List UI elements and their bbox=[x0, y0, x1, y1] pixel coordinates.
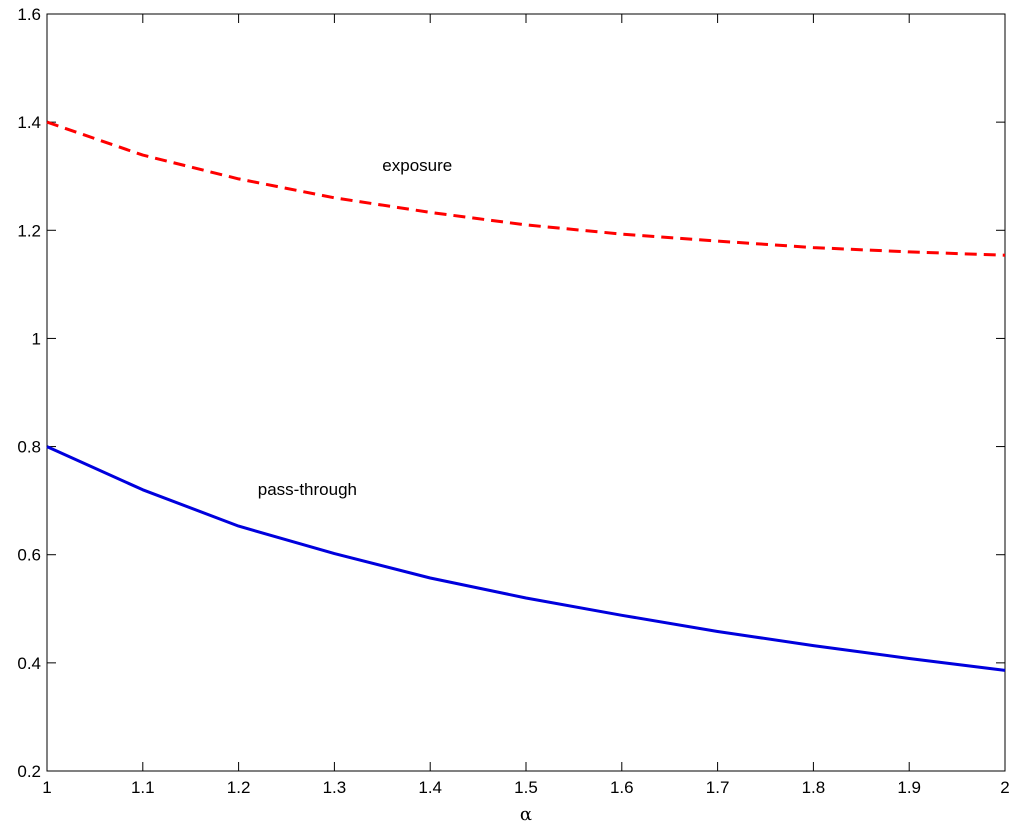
x-axis-label: α bbox=[520, 804, 532, 825]
x-tick-label: 1 bbox=[42, 778, 51, 797]
x-tick-label: 2 bbox=[1000, 778, 1009, 797]
y-tick-label: 1.4 bbox=[17, 113, 41, 132]
plot-area bbox=[46, 13, 1006, 772]
y-tick-label: 0.6 bbox=[17, 546, 41, 565]
y-tick-label: 0.4 bbox=[17, 654, 41, 673]
y-tick-label: 0.2 bbox=[17, 762, 41, 781]
series-lines bbox=[46, 120, 1006, 672]
x-tick-label: 1.9 bbox=[897, 778, 921, 797]
axis-ticks bbox=[46, 13, 1006, 772]
series-annotation: exposure bbox=[382, 156, 452, 175]
x-tick-label: 1.1 bbox=[131, 778, 155, 797]
y-tick-label: 0.8 bbox=[17, 438, 41, 457]
x-tick-label: 1.7 bbox=[706, 778, 730, 797]
series-line-pass-through bbox=[46, 445, 1006, 672]
series-annotation: pass-through bbox=[258, 480, 357, 499]
x-tick-label: 1.2 bbox=[227, 778, 251, 797]
plot-frame bbox=[46, 13, 1006, 772]
y-tick-label: 1.6 bbox=[17, 5, 41, 24]
y-tick-label: 1 bbox=[32, 329, 41, 348]
x-tick-label: 1.8 bbox=[802, 778, 826, 797]
x-tick-label: 1.3 bbox=[323, 778, 347, 797]
y-tick-label: 1.2 bbox=[17, 221, 41, 240]
x-tick-label: 1.5 bbox=[514, 778, 538, 797]
series-annotations: exposure pass-through bbox=[258, 156, 452, 499]
x-tick-label: 1.6 bbox=[610, 778, 634, 797]
tick-labels: 1 1.1 1.2 1.3 1.4 1.5 1.6 1.7 1.8 1.9 2 0.2 0.4 0.6 0.… bbox=[17, 5, 1009, 797]
x-tick-label: 1.4 bbox=[418, 778, 442, 797]
